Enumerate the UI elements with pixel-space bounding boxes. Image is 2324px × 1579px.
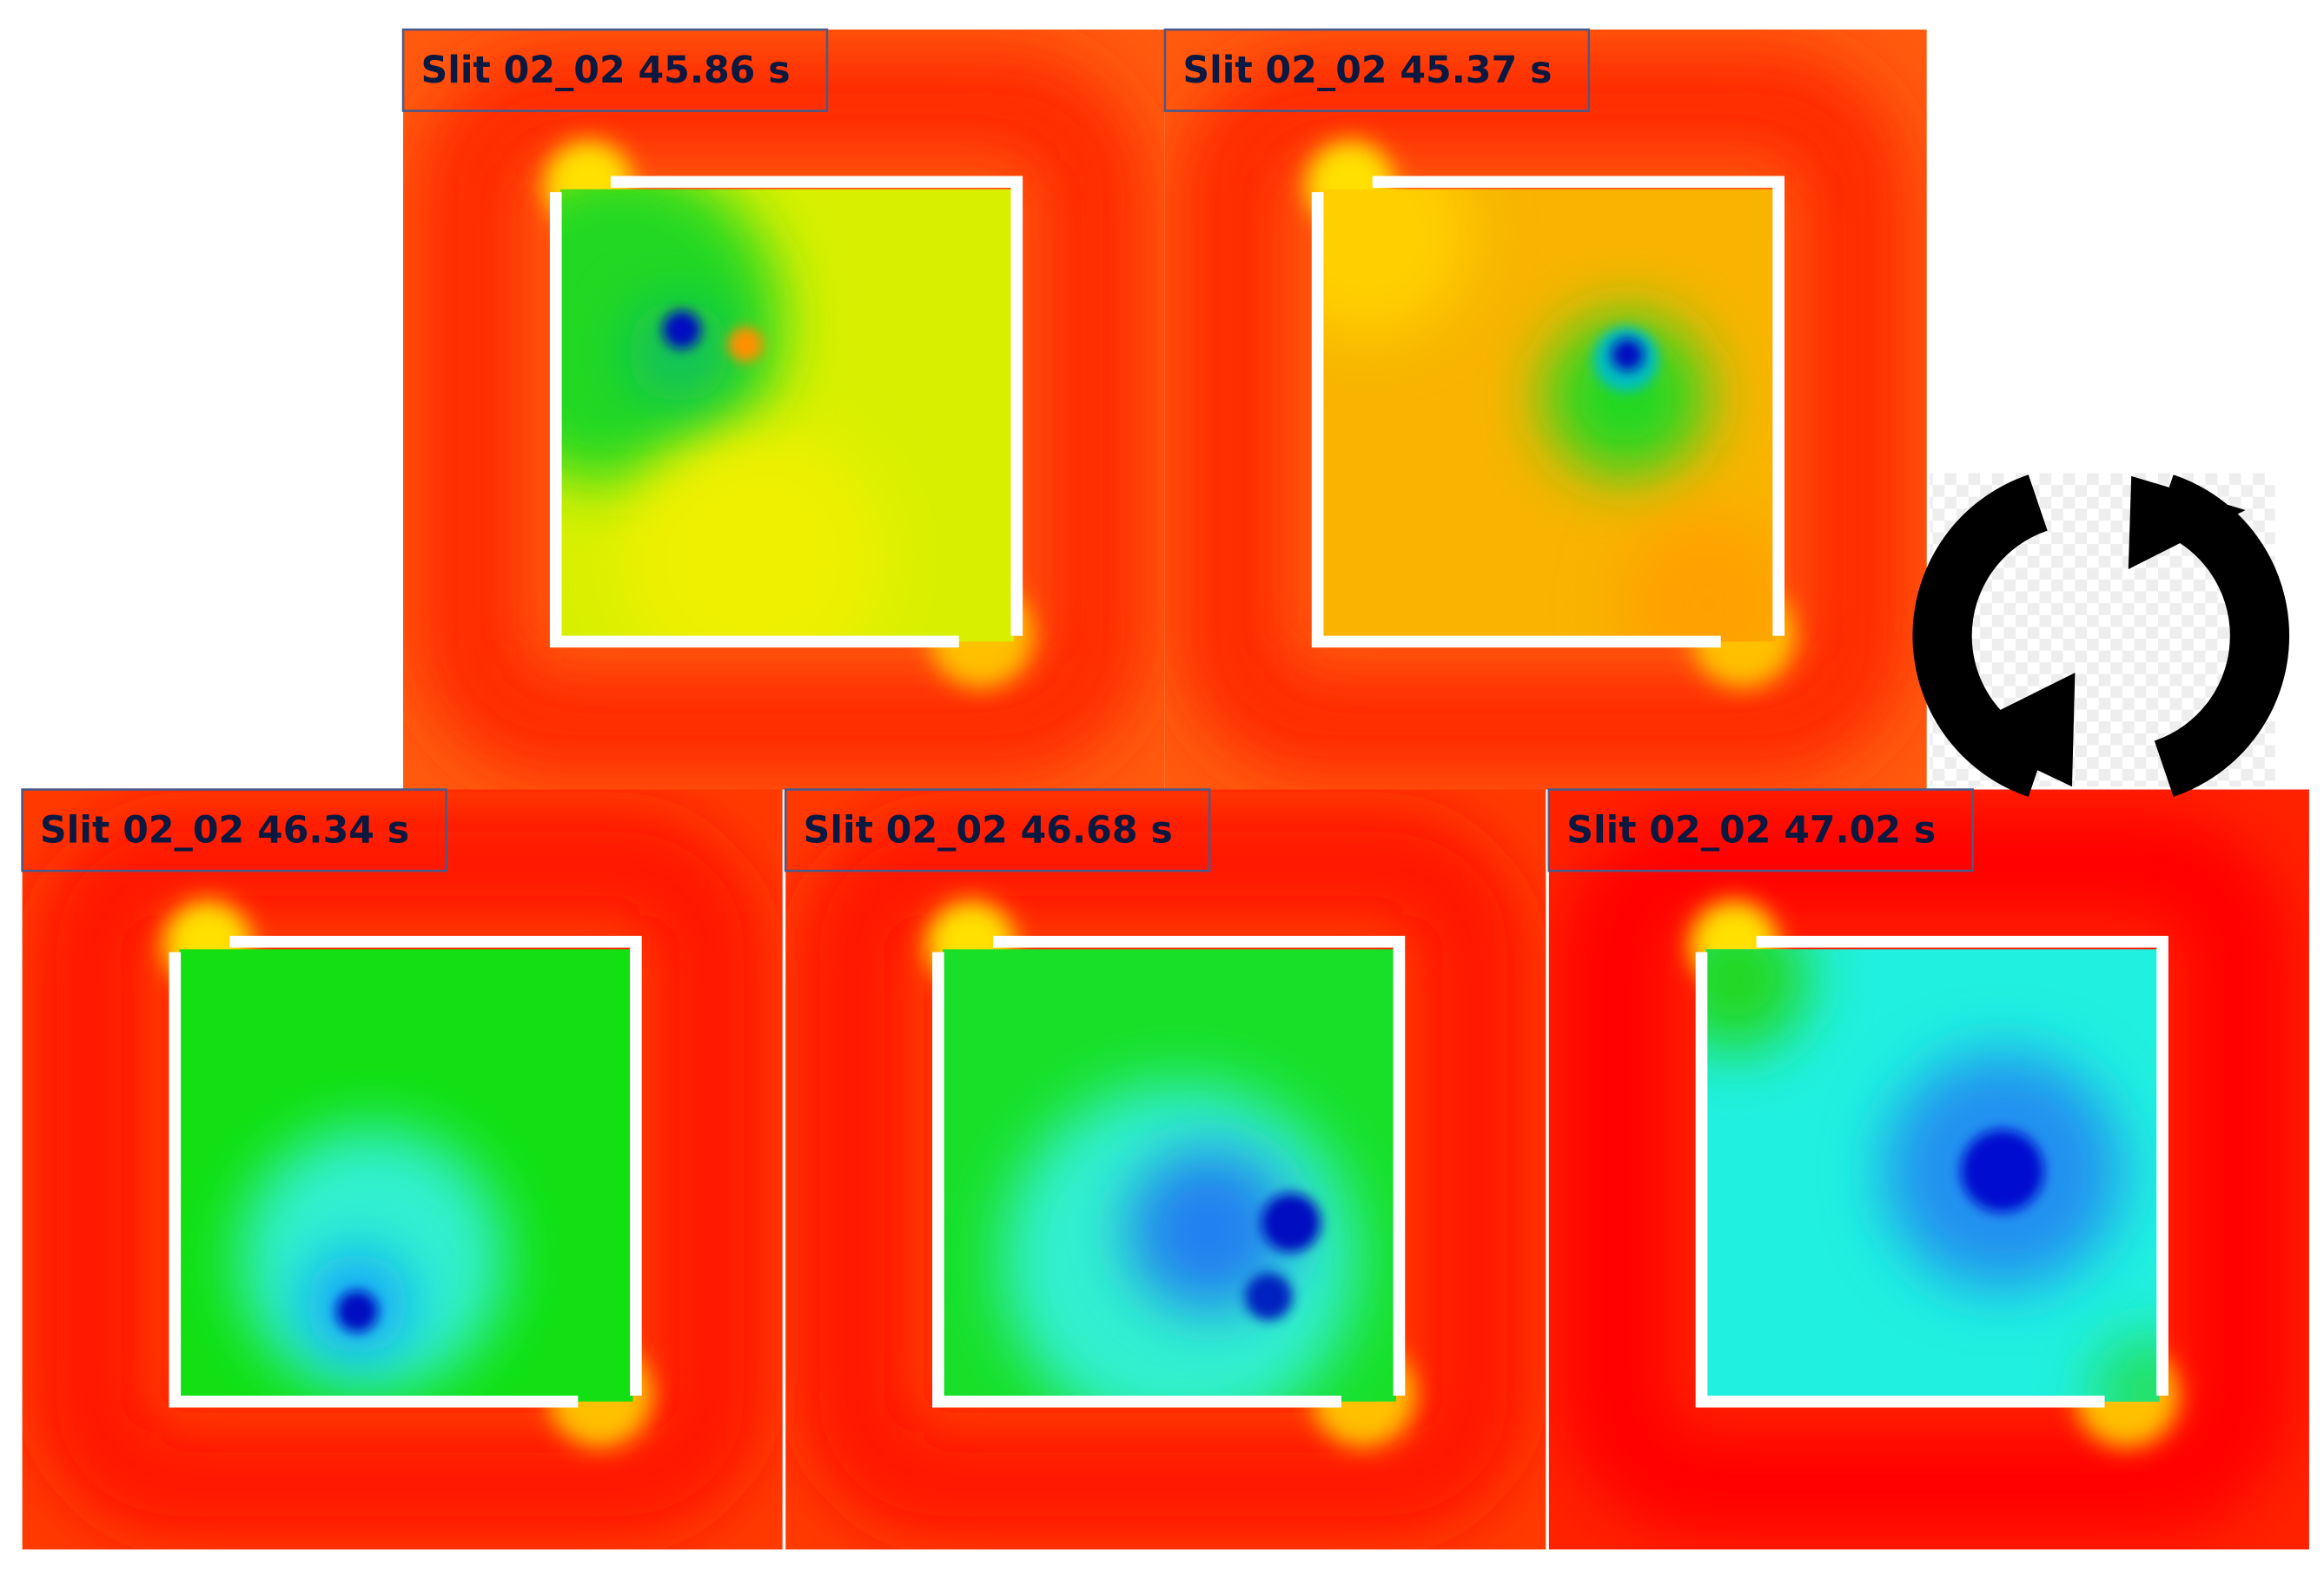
result-panel: Slit 02_02 45.37 s: [1163, 28, 1927, 790]
wall: [229, 935, 642, 1397]
inner-field: [559, 189, 1014, 642]
contour-field: [785, 789, 1546, 1549]
pressure-ring: [1563, 812, 2290, 1536]
wall: [1756, 935, 2168, 1397]
label-box: [1163, 28, 1591, 112]
contour-field: [1548, 789, 2309, 1549]
contour-blob: [1261, 1192, 1321, 1253]
inner-field: [1321, 189, 1776, 642]
wall: [169, 952, 579, 1408]
result-panel: Slit 02_02 47.02 s: [1547, 788, 2309, 1549]
wall: [932, 952, 1341, 1408]
wall: [1372, 176, 1785, 636]
contour-blob: [1321, 189, 1471, 337]
contour-field: [403, 30, 1165, 790]
contour-blob: [1961, 1129, 2044, 1213]
contour-blob: [2091, 1333, 2160, 1402]
label-box: [21, 788, 447, 872]
result-panel: Slit 02_02 46.68 s: [784, 788, 1546, 1549]
pressure-ring: [1179, 51, 1906, 777]
wall: [549, 192, 959, 648]
contour-blob: [662, 310, 701, 349]
refresh-icon: [1912, 473, 2289, 797]
pressure-ring: [418, 51, 1145, 777]
inner-field: [1705, 949, 2160, 1402]
contour-blob: [1544, 315, 1708, 478]
contour-blob: [1128, 1148, 1291, 1312]
label-box: [401, 28, 829, 112]
result-panel: Slit 02_02 46.34 s: [21, 788, 783, 1549]
label-box: [1547, 788, 1974, 872]
wall: [1311, 192, 1721, 648]
contour-blob: [626, 300, 732, 404]
wall: [610, 176, 1023, 636]
contour-field: [1164, 30, 1927, 790]
panel-label: Slit 02_02 45.86 s: [421, 49, 791, 92]
contour-blob: [1245, 1272, 1293, 1321]
pressure-ring: [800, 812, 1527, 1536]
contour-blob: [1618, 514, 1776, 642]
contour-blob: [1611, 338, 1644, 372]
wall: [993, 935, 1406, 1397]
contour-blob: [1705, 949, 1810, 1053]
contour-field: [22, 789, 783, 1549]
inner-field: [179, 949, 633, 1402]
wall: [1695, 952, 2105, 1408]
panel-label: Slit 02_02 46.34 s: [40, 808, 409, 852]
contour-blob: [727, 326, 764, 362]
inner-field: [943, 949, 1397, 1402]
result-panel: Slit 02_02 45.86 s: [401, 28, 1165, 790]
contour-blob: [619, 426, 887, 642]
panel-label: Slit 02_02 45.37 s: [1182, 49, 1552, 92]
contour-blob: [336, 1290, 379, 1332]
pressure-ring: [36, 812, 764, 1536]
panel-label: Slit 02_02 46.68 s: [804, 808, 1173, 852]
label-box: [784, 788, 1211, 872]
panel-label: Slit 02_02 47.02 s: [1566, 808, 1936, 852]
